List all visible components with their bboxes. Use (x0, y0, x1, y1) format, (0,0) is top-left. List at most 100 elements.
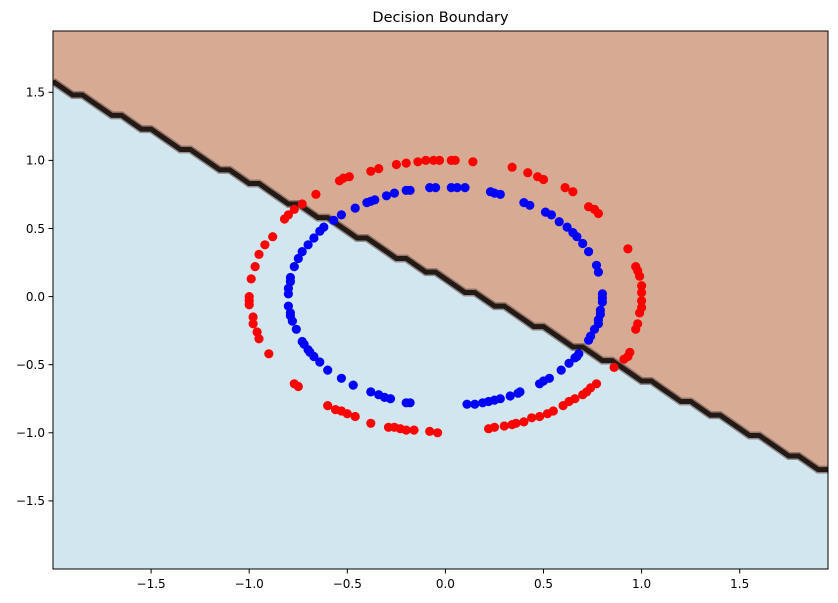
y-axis: 1.5 1.0 0.5 0.0 −0.5 −1.0 −1.5 (16, 86, 53, 508)
point-series-1-66 (470, 399, 480, 409)
point-series-1-36 (572, 232, 582, 242)
point-series-1-38 (584, 247, 594, 257)
point-series-0-83 (252, 327, 262, 337)
point-series-1-43 (597, 297, 608, 307)
point-series-0-80 (293, 381, 303, 392)
point-series-0-33 (593, 208, 604, 219)
point-series-0-63 (499, 421, 509, 431)
point-series-0-23 (450, 155, 460, 165)
point-series-1-5 (293, 253, 303, 264)
point-series-0-3 (254, 249, 264, 259)
point-series-1-25 (460, 183, 470, 193)
x-tick-label-1: −1.0 (235, 577, 264, 591)
series-1 (283, 183, 608, 409)
point-series-0-28 (538, 174, 549, 185)
point-series-0-14 (366, 166, 376, 176)
point-series-1-11 (329, 215, 339, 225)
point-series-0-10 (311, 189, 321, 199)
boundary-line (53, 79, 828, 473)
point-series-0-84 (248, 319, 258, 329)
point-series-0-34 (623, 244, 633, 254)
y-tick-label-5: −1.0 (16, 426, 45, 440)
point-series-1-61 (505, 391, 515, 401)
point-series-0-57 (542, 409, 553, 419)
point-series-0-7 (283, 210, 293, 220)
point-series-1-16 (370, 195, 380, 205)
point-series-0-18 (413, 157, 423, 167)
point-series-0-52 (578, 390, 588, 400)
point-series-1-82 (297, 336, 307, 347)
chart-title: Decision Boundary (372, 10, 509, 26)
point-series-1-75 (336, 373, 346, 383)
point-series-1-6 (297, 247, 307, 257)
point-series-0-60 (519, 417, 529, 427)
point-series-1-33 (554, 217, 564, 227)
point-series-0-81 (264, 349, 274, 359)
point-series-1-7 (303, 240, 313, 250)
point-series-0-9 (297, 199, 307, 209)
x-tick-label-6: 1.5 (730, 577, 749, 591)
point-series-0-8 (289, 204, 299, 214)
point-series-1-83 (291, 324, 301, 334)
y-tick-label-4: −0.5 (16, 358, 45, 372)
point-series-1-32 (546, 210, 557, 220)
point-series-1-76 (323, 365, 333, 375)
point-series-1-87 (283, 301, 293, 311)
point-series-0-42 (635, 308, 645, 318)
scatter-points (244, 155, 647, 438)
point-series-0-38 (637, 281, 647, 291)
point-series-1-10 (319, 222, 329, 232)
point-series-0-30 (568, 187, 578, 197)
point-series-0-68 (409, 425, 419, 435)
point-series-0-15 (374, 164, 384, 174)
point-series-0-48 (609, 362, 619, 372)
y-tick-label-6: −1.5 (16, 494, 45, 508)
y-tick-label-3: 0.0 (26, 290, 45, 304)
series-0 (244, 155, 647, 438)
point-series-1-3 (285, 272, 295, 283)
y-tick-label-0: 1.5 (26, 86, 45, 100)
point-series-0-5 (268, 232, 278, 242)
point-series-0-19 (421, 155, 431, 165)
point-series-1-13 (350, 203, 360, 213)
y-tick-label-2: 0.5 (26, 222, 45, 236)
point-series-1-18 (389, 188, 399, 198)
x-tick-label-3: 0.0 (436, 577, 455, 591)
point-series-1-12 (336, 210, 346, 220)
point-series-1-67 (462, 399, 472, 409)
plot-area (53, 31, 828, 569)
point-series-0-29 (560, 183, 570, 193)
point-series-0-77 (330, 405, 341, 415)
point-series-0-1 (246, 274, 256, 284)
point-series-1-53 (570, 353, 580, 363)
plot-frame (52, 30, 829, 570)
decision-boundary (53, 78, 828, 474)
x-tick-label-4: 0.5 (534, 577, 553, 591)
point-series-1-8 (309, 233, 319, 243)
point-series-1-48 (589, 324, 600, 334)
y-tick-label-1: 1.0 (26, 154, 45, 168)
point-series-1-77 (315, 357, 325, 367)
x-axis: −1.5 −1.0 −0.5 0.0 0.5 1.0 1.5 (137, 569, 749, 591)
point-series-1-22 (431, 183, 441, 193)
point-series-1-37 (578, 238, 588, 249)
point-series-0-78 (323, 401, 333, 411)
point-series-0-26 (523, 168, 533, 178)
point-series-0-85 (248, 312, 258, 322)
point-series-0-66 (433, 428, 443, 438)
point-series-1-65 (478, 398, 488, 408)
point-series-1-17 (381, 191, 392, 201)
point-series-0-4 (260, 240, 270, 250)
point-series-1-40 (593, 267, 604, 277)
point-series-1-55 (556, 365, 566, 375)
point-series-0-47 (619, 354, 629, 364)
point-series-0-55 (558, 401, 568, 411)
point-series-1-4 (289, 262, 299, 272)
point-series-1-74 (348, 380, 358, 390)
point-series-0-13 (344, 172, 354, 182)
point-series-0-25 (507, 162, 517, 172)
point-series-1-24 (452, 183, 462, 193)
point-series-0-58 (535, 411, 545, 422)
x-tick-label-2: −0.5 (333, 577, 362, 591)
point-series-0-24 (468, 157, 478, 167)
